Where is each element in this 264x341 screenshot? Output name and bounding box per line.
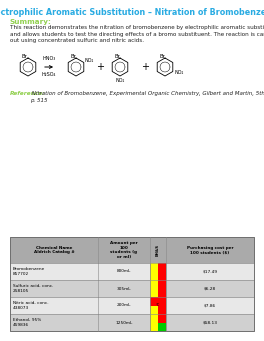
Text: Bromobenzene
857702: Bromobenzene 857702 (13, 267, 45, 276)
Text: NO₂: NO₂ (174, 71, 184, 75)
Text: 800mL: 800mL (117, 269, 131, 273)
Bar (158, 306, 166, 314)
Bar (10, 314, 254, 331)
Bar (158, 263, 166, 271)
Text: $58.13: $58.13 (202, 321, 218, 325)
Bar (150, 314, 166, 331)
Text: Br: Br (159, 54, 165, 59)
Text: EH&S: EH&S (156, 244, 160, 256)
Bar (158, 314, 166, 323)
Text: Summary:: Summary: (10, 19, 52, 25)
Bar (150, 263, 158, 271)
Bar (150, 314, 158, 323)
Text: +: + (96, 62, 104, 72)
Text: $6.28: $6.28 (204, 286, 216, 291)
Text: $17.49: $17.49 (202, 269, 218, 273)
Bar (150, 280, 158, 288)
Bar (158, 323, 166, 331)
Text: 200mL: 200mL (117, 303, 131, 308)
Bar (158, 297, 166, 306)
Bar (10, 280, 254, 297)
Text: Chemical Name
Aldrich Catalog #: Chemical Name Aldrich Catalog # (34, 246, 74, 254)
Text: Purchasing cost per
100 students ($): Purchasing cost per 100 students ($) (187, 246, 233, 254)
Text: Nitration of Bromobenzene, Experimental Organic Chemistry, Gilbert and Martin, 5: Nitration of Bromobenzene, Experimental … (30, 91, 264, 103)
Bar (10, 237, 254, 331)
Bar (150, 297, 166, 314)
Text: This reaction demonstrates the nitration of bromobenzene by electrophilic aromat: This reaction demonstrates the nitration… (10, 25, 264, 43)
Text: °C: °C (156, 302, 160, 307)
Bar (10, 263, 254, 280)
Text: +: + (141, 62, 149, 72)
Bar (150, 263, 166, 280)
Text: Br: Br (21, 54, 27, 59)
Bar (150, 306, 158, 314)
Text: Nitric acid, conc.
438073: Nitric acid, conc. 438073 (13, 301, 49, 310)
Bar (150, 271, 158, 280)
Bar (10, 297, 254, 314)
Text: Ethanol, 95%
459836: Ethanol, 95% 459836 (13, 318, 41, 327)
Bar (150, 323, 158, 331)
Text: Electrophilic Aromatic Substitution – Nitration of Bromobenzene: Electrophilic Aromatic Substitution – Ni… (0, 8, 264, 17)
Bar (10, 237, 254, 263)
Text: Br: Br (70, 54, 76, 59)
Text: NO₂: NO₂ (84, 59, 94, 63)
Text: Sulfuric acid, conc.
258105: Sulfuric acid, conc. 258105 (13, 284, 54, 293)
Bar (158, 288, 166, 297)
Bar (158, 271, 166, 280)
Text: 1250mL: 1250mL (115, 321, 133, 325)
Bar (150, 288, 158, 297)
Bar (158, 280, 166, 288)
Bar (150, 297, 158, 306)
Text: HNO₃: HNO₃ (43, 57, 56, 61)
Text: 305mL: 305mL (117, 286, 131, 291)
Bar (150, 280, 166, 297)
Text: Br: Br (114, 54, 120, 59)
Text: $7.86: $7.86 (204, 303, 216, 308)
Text: NO₂: NO₂ (115, 78, 125, 84)
Text: H₂SO₄: H₂SO₄ (42, 73, 56, 77)
Text: Reference:: Reference: (10, 91, 46, 96)
Text: Amount per
100
students (g
or ml): Amount per 100 students (g or ml) (110, 241, 138, 259)
